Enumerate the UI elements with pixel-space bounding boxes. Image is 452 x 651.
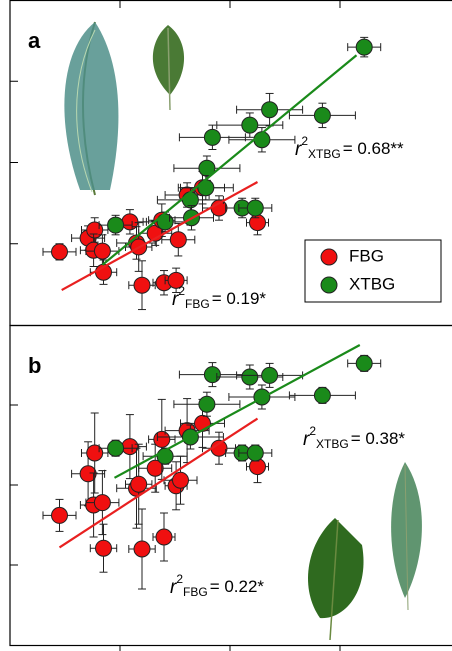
panel-label: b — [28, 353, 41, 378]
superscript: 2 — [301, 134, 308, 148]
point — [155, 528, 173, 546]
point — [261, 101, 279, 119]
subscript: XTBG — [308, 147, 341, 161]
superscript: 2 — [176, 572, 183, 586]
panel-label: a — [28, 28, 41, 53]
superscript: 2 — [309, 424, 316, 438]
point — [51, 506, 68, 524]
r-squared-value: = 0.38* — [351, 429, 406, 448]
r-symbol: r — [295, 139, 302, 160]
point — [51, 243, 68, 261]
point — [355, 38, 373, 56]
r-squared-value: = 0.22* — [210, 577, 265, 596]
r-squared-label: r2XTBG = 0.68** — [295, 134, 404, 161]
point — [86, 221, 104, 239]
r-squared-value: = 0.19* — [212, 289, 267, 308]
legend-label: FBG — [349, 246, 384, 265]
point — [121, 438, 139, 456]
point — [355, 354, 373, 372]
point — [241, 116, 259, 134]
point — [167, 271, 185, 289]
point — [133, 540, 151, 558]
subscript: XTBG — [316, 437, 349, 451]
subscript: FBG — [183, 585, 208, 599]
r-squared-label: r2XTBG = 0.38* — [303, 424, 405, 451]
point — [203, 128, 221, 146]
point — [246, 199, 264, 217]
point — [95, 539, 112, 557]
r-symbol: r — [303, 429, 310, 450]
fit-line — [58, 417, 259, 549]
point — [130, 475, 148, 493]
point — [197, 179, 215, 197]
r-squared-label: r2FBG = 0.19* — [172, 284, 266, 311]
superscript: 2 — [178, 284, 185, 298]
point — [86, 444, 104, 462]
point — [313, 106, 331, 124]
fit-line — [113, 344, 361, 479]
legend-marker — [320, 248, 338, 266]
point — [198, 395, 216, 413]
r-symbol: r — [172, 289, 179, 310]
point — [203, 366, 221, 384]
r-symbol: r — [170, 577, 177, 598]
point — [146, 459, 164, 477]
point — [261, 366, 279, 384]
fit-line — [61, 181, 259, 292]
point — [93, 494, 111, 512]
point — [107, 439, 125, 457]
point — [169, 231, 187, 249]
subscript: FBG — [185, 297, 210, 311]
point — [249, 214, 266, 232]
point — [241, 368, 259, 386]
r-squared-value: = 0.68** — [343, 139, 404, 158]
leaf-decor — [64, 21, 422, 641]
r-squared-label: r2FBG = 0.22* — [170, 572, 264, 599]
legend-label: XTBG — [349, 274, 395, 293]
point — [246, 444, 264, 462]
point — [198, 159, 216, 177]
plot-frame — [9, 324, 452, 647]
point — [153, 430, 171, 448]
point — [79, 465, 97, 483]
point — [156, 213, 174, 231]
point — [133, 276, 151, 294]
point — [172, 471, 189, 489]
point — [107, 216, 125, 234]
point — [313, 386, 331, 404]
point — [121, 213, 139, 231]
legend-marker — [320, 276, 338, 294]
point — [93, 242, 111, 260]
fit-line — [101, 54, 358, 266]
